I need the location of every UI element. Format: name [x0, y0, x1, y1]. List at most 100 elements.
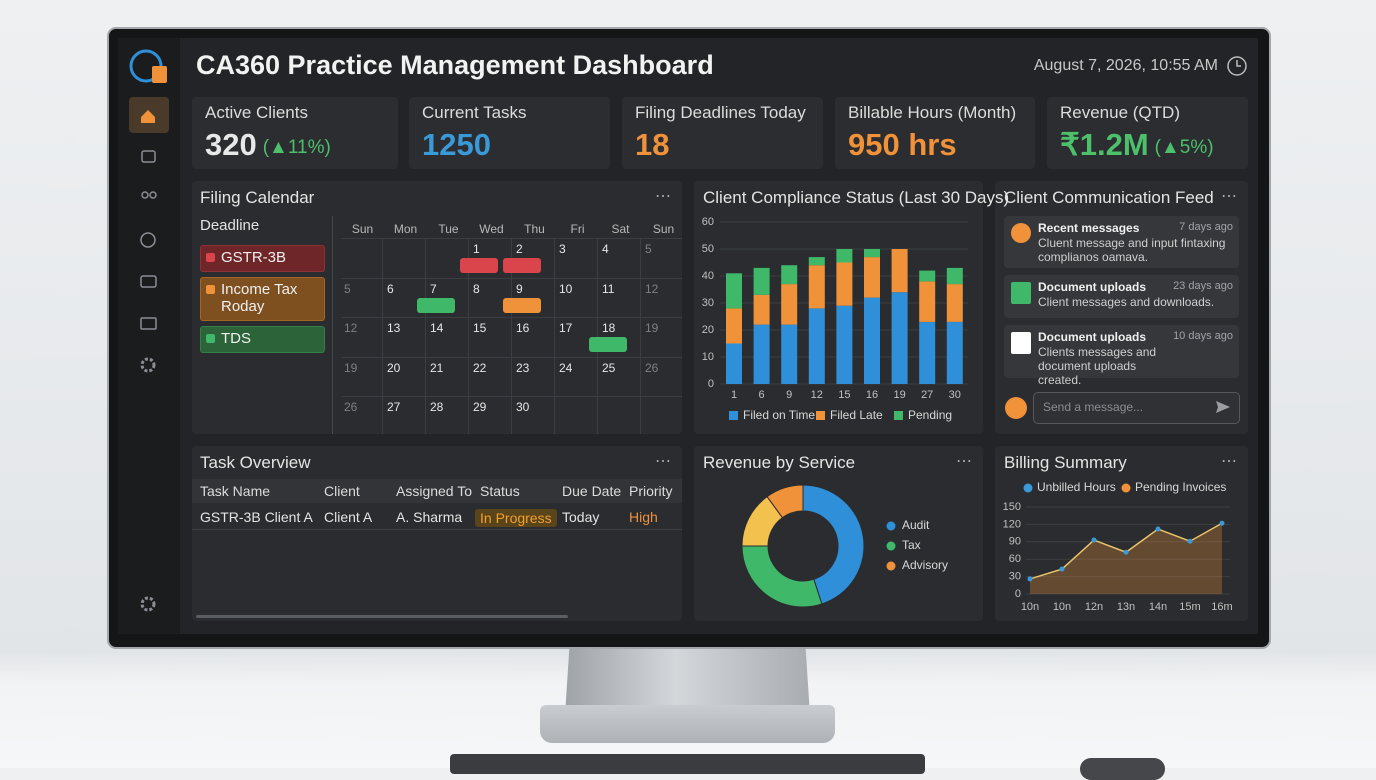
input-placeholder[interactable]: Send a message...	[1043, 400, 1144, 414]
weekday: Sun	[652, 222, 675, 236]
avatar	[1005, 397, 1027, 419]
panel-title: Client Compliance Status (Last 30 Days)	[703, 188, 1010, 207]
panel-title: Client Communication Feed	[1004, 188, 1214, 207]
weekday: Fri	[570, 222, 585, 236]
weekday: Tue	[438, 222, 459, 236]
calendar-day: 5	[344, 282, 351, 296]
table-header-cell: Assigned To	[396, 483, 473, 499]
calendar-day: 20	[387, 361, 401, 375]
calendar-day: 11	[602, 282, 615, 296]
datetime: August 7, 2026, 10:55 AM	[1033, 57, 1218, 74]
menu-icon[interactable]: ⋯	[1221, 188, 1238, 205]
calendar-day: 23	[516, 361, 530, 375]
grid-line	[382, 238, 383, 434]
divider	[332, 216, 333, 434]
calendar-event	[460, 258, 498, 273]
sidebar	[118, 38, 180, 634]
calendar-day: 22	[473, 361, 487, 375]
calendar-day: 13	[387, 321, 401, 335]
menu-icon[interactable]: ⋯	[1221, 453, 1238, 470]
kpi-label: Revenue (QTD)	[1060, 103, 1180, 122]
nav-settings[interactable]	[140, 357, 156, 373]
menu-icon[interactable]: ⋯	[655, 188, 672, 205]
row-divider	[192, 529, 682, 530]
deadline-label: TDS	[221, 330, 251, 347]
kpi-value: 1250	[422, 127, 491, 162]
nav-settings[interactable]	[140, 596, 156, 612]
grid-line	[341, 357, 682, 358]
calendar-day: 9	[516, 282, 523, 296]
calendar-day: 26	[344, 400, 358, 414]
calendar-day: 7	[430, 282, 437, 296]
panel-title: Task Overview	[200, 453, 311, 472]
calendar-day: 17	[559, 321, 573, 335]
clock-hand	[1236, 60, 1241, 67]
send-icon[interactable]	[1216, 401, 1230, 413]
calendar-event	[503, 258, 541, 273]
panel-title: Billing Summary	[1004, 453, 1127, 472]
menu-icon[interactable]: ⋯	[956, 453, 973, 470]
grid-line	[341, 396, 682, 397]
feed-time: 23 days ago	[1173, 280, 1233, 292]
weekday: Sat	[611, 222, 630, 236]
calendar-day: 5	[645, 242, 652, 256]
kpi-change: (▲5%)	[1154, 137, 1214, 158]
menu-icon[interactable]: ⋯	[655, 453, 672, 470]
table-cell: Today	[562, 509, 600, 525]
nav-icon[interactable]	[140, 275, 157, 288]
task-panel	[192, 446, 682, 621]
calendar-event	[503, 298, 541, 313]
grid-line	[425, 238, 426, 434]
feed-icon	[1011, 223, 1031, 243]
calendar-day: 15	[473, 321, 487, 335]
nav-icon[interactable]	[140, 232, 156, 248]
panel-title: Revenue by Service	[703, 453, 856, 472]
feed-title: Document uploads	[1038, 330, 1147, 344]
calendar-day: 10	[559, 282, 573, 296]
calendar-day: 28	[430, 400, 444, 414]
nav-icon[interactable]	[140, 317, 157, 330]
calendar-day: 1	[473, 242, 480, 256]
kpi-card	[1047, 97, 1248, 169]
calendar-event	[417, 298, 455, 313]
nav-icon[interactable]	[141, 191, 149, 199]
kpi-value: 18	[635, 127, 670, 162]
feed-title: Recent messages	[1038, 221, 1140, 235]
calendar-day: 18	[602, 321, 616, 335]
table-header-cell: Task Name	[200, 483, 271, 499]
weekday: Wed	[479, 222, 504, 236]
calendar-event	[589, 337, 627, 352]
grid-line	[468, 238, 469, 434]
panel-title: Filing Calendar	[200, 188, 315, 207]
feed-text: Cluent message and input fintaxing compl…	[1038, 236, 1226, 264]
calendar-day: 24	[559, 361, 573, 375]
home-icon[interactable]	[141, 110, 155, 123]
calendar-day: 25	[602, 361, 616, 375]
feed-icon	[1011, 332, 1031, 354]
table-header	[192, 479, 682, 503]
message-input[interactable]	[1033, 392, 1240, 424]
weekday: Mon	[393, 222, 418, 236]
deadline-label: Income Tax Roday	[221, 281, 298, 315]
kpi-value: 320	[205, 127, 257, 162]
scrollbar[interactable]	[196, 615, 568, 618]
kpi-label: Billable Hours (Month)	[848, 103, 1017, 122]
kpi-card	[835, 97, 1035, 169]
deadline-dot	[206, 334, 215, 343]
calendar-day: 6	[387, 282, 394, 296]
logo-calc	[152, 66, 167, 83]
table-header-cell: Due Date	[562, 483, 622, 499]
feed-item	[1004, 325, 1239, 378]
deadline-dot	[206, 285, 215, 294]
nav-icon[interactable]	[141, 150, 156, 163]
nav-icon[interactable]	[149, 191, 157, 199]
deadline-dot	[206, 253, 215, 262]
weekday: Thu	[524, 222, 545, 236]
table-cell: A. Sharma	[396, 509, 463, 525]
grid-line	[511, 238, 512, 434]
kpi-card	[192, 97, 398, 169]
table-cell: GSTR-3B Client A	[200, 509, 313, 525]
clock-icon	[1227, 56, 1247, 76]
